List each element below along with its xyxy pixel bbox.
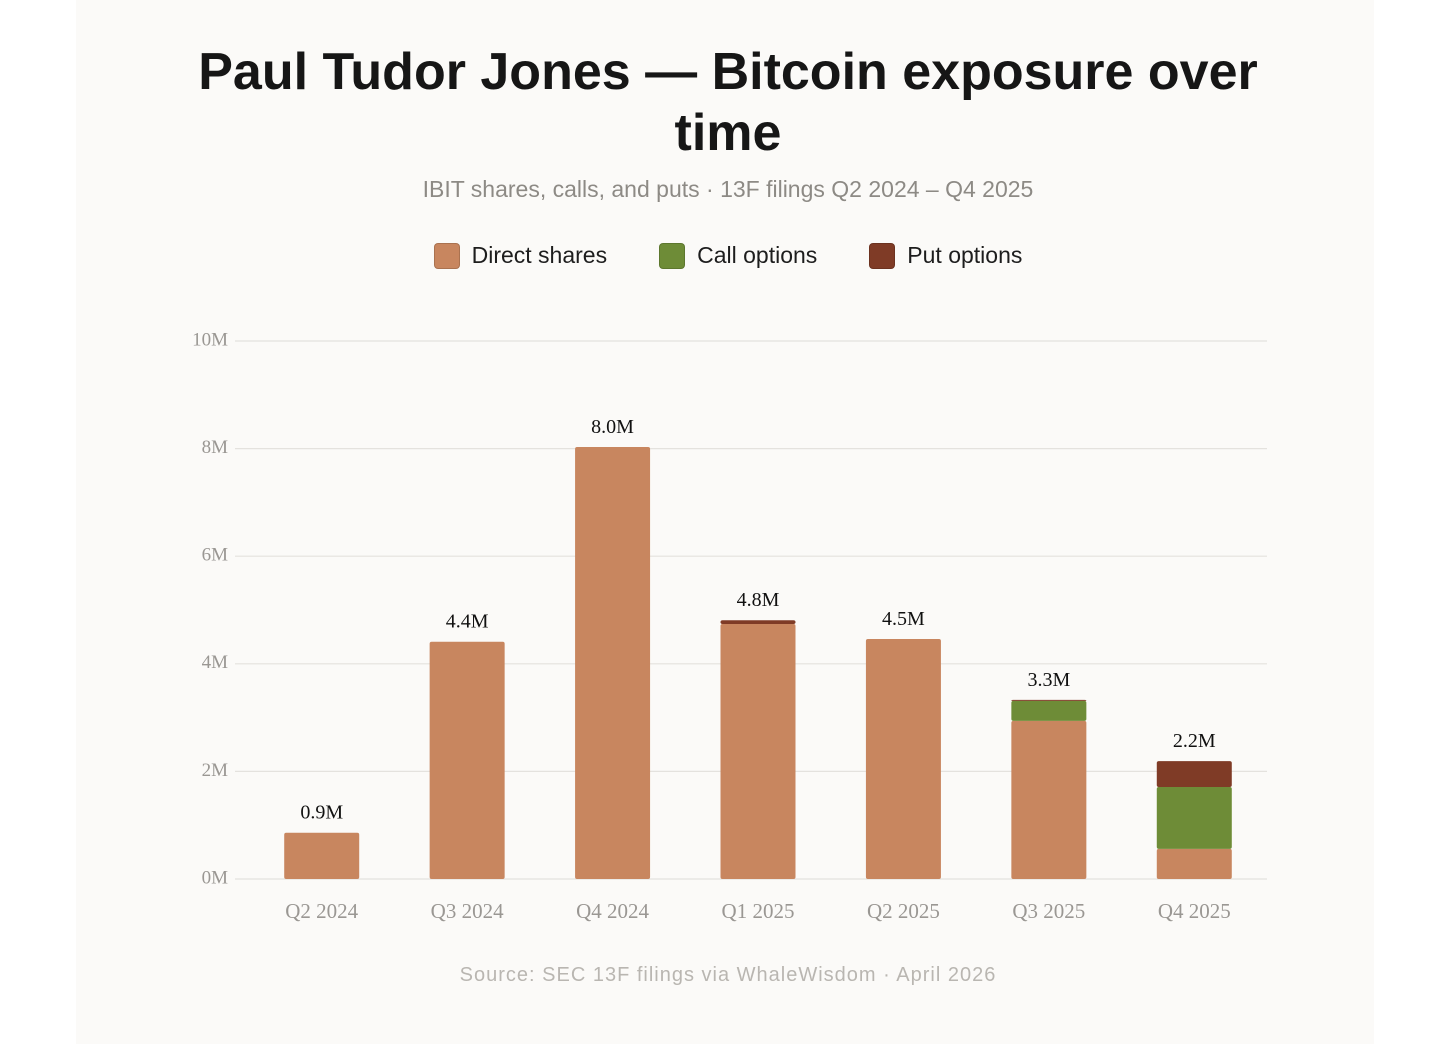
bar-segment [865, 639, 941, 879]
y-tick-label: 6M [202, 545, 229, 566]
legend-item: Call options [659, 242, 817, 269]
bar-segment [284, 832, 360, 879]
legend: Direct shares Call options Put options [0, 242, 1456, 269]
data-label: 8.0M [591, 416, 634, 438]
x-tick-label: Q4 2024 [576, 899, 649, 923]
x-tick-label: Q3 2025 [1012, 899, 1085, 923]
chart-title: Paul Tudor Jones — Bitcoin exposure over… [198, 43, 1258, 162]
bar-segment [1156, 848, 1232, 879]
data-label: 4.4M [446, 611, 489, 633]
bar-segment [720, 620, 796, 624]
legend-label: Direct shares [471, 242, 608, 268]
x-tick-label: Q4 2025 [1158, 899, 1231, 923]
x-tick-label: Q2 2025 [867, 899, 940, 923]
bar-segment [1156, 787, 1232, 849]
bar-segment [575, 446, 651, 879]
x-tick-label: Q3 2024 [431, 899, 504, 923]
y-tick-label: 4M [202, 652, 229, 673]
bar-segment [1156, 761, 1232, 788]
source-note: Source: SEC 13F filings via WhaleWisdom … [459, 964, 997, 986]
bar-segment [429, 641, 505, 879]
legend-item: Direct shares [433, 242, 608, 269]
bar-segment [1011, 700, 1087, 721]
y-tick-label: 2M [202, 760, 229, 781]
bar-segment [720, 623, 796, 879]
legend-label: Call options [697, 242, 818, 268]
chart-subtitle: IBIT shares, calls, and puts · 13F filin… [422, 176, 1034, 202]
legend-swatch [869, 242, 896, 269]
legend-label: Put options [907, 242, 1023, 268]
x-tick-label: Q2 2024 [285, 899, 358, 923]
data-label: 4.8M [737, 589, 780, 611]
data-label: 4.5M [882, 608, 925, 630]
data-label: 3.3M [1027, 669, 1070, 691]
legend-swatch [433, 242, 460, 269]
legend-swatch [659, 242, 686, 269]
y-tick-label: 8M [202, 437, 229, 458]
data-label: 2.2M [1173, 730, 1216, 752]
x-tick-label: Q1 2025 [722, 899, 795, 923]
bar-segment [1011, 720, 1087, 879]
bar-segment [1011, 699, 1087, 701]
y-tick-label: 10M [192, 329, 228, 350]
y-tick-label: 0M [202, 867, 229, 888]
data-label: 0.9M [300, 802, 343, 824]
legend-item: Put options [869, 242, 1022, 269]
